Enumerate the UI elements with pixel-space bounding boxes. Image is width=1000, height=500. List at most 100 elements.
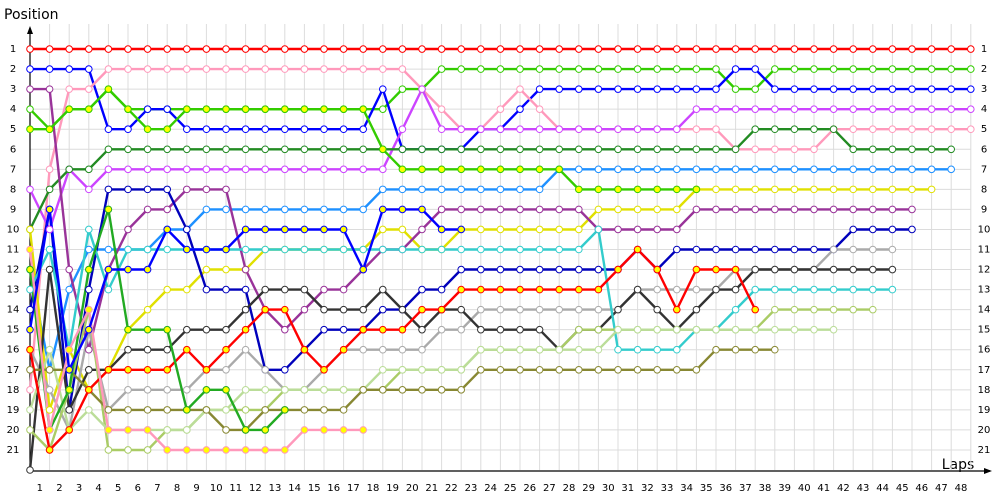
lap-marker [516, 325, 524, 334]
lap-marker [692, 285, 701, 294]
lap-marker [594, 45, 603, 53]
y-tick-label: 20 [7, 425, 20, 436]
lap-marker [731, 345, 740, 354]
lap-marker [516, 65, 524, 73]
lap-marker [379, 145, 387, 154]
lap-marker [379, 245, 387, 254]
lap-marker [418, 45, 426, 53]
lap-marker [496, 185, 505, 194]
lap-marker [477, 345, 485, 354]
lap-marker [261, 145, 270, 154]
lap-marker [927, 125, 936, 134]
lap-marker [712, 285, 720, 294]
lap-marker [633, 205, 642, 214]
lap-marker [908, 45, 916, 53]
lap-marker [143, 145, 152, 154]
lap-marker [927, 85, 936, 93]
lap-marker [418, 345, 426, 354]
lap-marker [633, 345, 642, 354]
lap-marker [437, 145, 446, 154]
lap-marker [45, 345, 54, 354]
lap-marker [496, 205, 505, 214]
lap-marker [26, 386, 34, 394]
lap-marker [281, 105, 289, 113]
lap-marker [535, 85, 544, 93]
lap-marker [379, 65, 387, 73]
lap-marker [379, 185, 387, 194]
lap-marker [516, 145, 524, 154]
lap-marker [516, 225, 524, 234]
x-tick-label: 5 [115, 483, 121, 494]
lap-marker [26, 365, 34, 374]
lap-marker [418, 145, 426, 154]
lap-marker [163, 105, 171, 113]
x-tick-label: 30 [602, 483, 615, 494]
lap-marker [398, 185, 407, 194]
lap-marker [888, 165, 897, 174]
lap-marker [575, 285, 583, 294]
lap-marker [535, 325, 544, 334]
x-tick-label: 13 [269, 483, 282, 494]
y-tick-label: 15 [7, 325, 20, 336]
lap-marker [65, 65, 73, 73]
lap-marker [104, 265, 113, 274]
lap-marker [418, 225, 426, 234]
lap-marker [810, 245, 818, 254]
lap-marker [183, 426, 191, 434]
lap-marker [457, 285, 466, 294]
lap-marker [437, 365, 446, 374]
lap-marker [241, 165, 250, 174]
lap-marker [222, 426, 230, 434]
lap-marker [653, 45, 662, 53]
x-tick-label: 31 [621, 483, 634, 494]
lap-marker [731, 325, 740, 334]
lap-marker [183, 386, 191, 394]
lap-marker [183, 406, 191, 414]
lap-marker [477, 45, 485, 53]
lap-marker [829, 325, 838, 334]
lap-marker [516, 265, 524, 274]
lap-marker [320, 45, 328, 53]
lap-marker [379, 225, 387, 234]
y-tick-label-right: 15 [978, 325, 991, 336]
lap-marker [575, 325, 583, 334]
lap-marker [281, 406, 289, 414]
y-tick-label: 9 [10, 204, 16, 215]
lap-marker [908, 205, 916, 214]
lap-marker [712, 325, 720, 334]
lap-marker [104, 365, 113, 374]
lap-marker [261, 165, 270, 174]
lap-marker [712, 345, 720, 354]
lap-marker [281, 305, 289, 314]
lap-marker [320, 285, 328, 294]
y-tick-label: 17 [7, 365, 20, 376]
lap-marker [124, 386, 132, 394]
lap-marker [418, 85, 426, 93]
x-tick-label: 20 [406, 483, 419, 494]
lap-marker [535, 245, 544, 254]
lap-marker [751, 105, 760, 113]
lap-marker [888, 205, 897, 214]
lap-marker [359, 265, 368, 274]
lap-marker [45, 185, 54, 194]
lap-marker [516, 305, 524, 314]
lap-marker [222, 45, 230, 53]
lap-marker [124, 65, 132, 73]
lap-marker [829, 205, 838, 214]
lap-marker [888, 145, 897, 154]
lap-marker [849, 305, 858, 314]
x-tick-label: 40 [798, 483, 811, 494]
lap-marker [751, 185, 760, 194]
lap-marker [379, 365, 387, 374]
lap-marker [202, 145, 211, 154]
lap-marker [26, 305, 34, 314]
lap-marker [829, 65, 838, 73]
lap-marker [731, 185, 740, 194]
lap-marker [143, 45, 152, 53]
lap-marker [967, 125, 975, 134]
lap-marker [614, 125, 622, 134]
lap-marker [65, 165, 73, 174]
lap-marker [751, 45, 760, 53]
lap-marker [85, 365, 93, 374]
lap-marker [183, 245, 191, 254]
